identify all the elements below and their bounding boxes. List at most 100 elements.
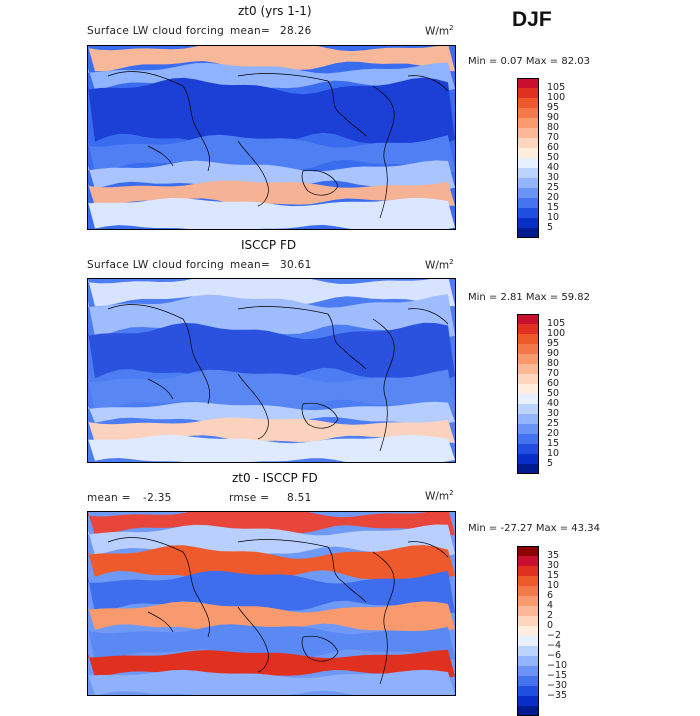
colorbar-swatch [517,706,539,716]
colorbar-tick-label: 40 [547,162,560,173]
colorbar-tick-label: 15 [547,570,560,581]
colorbar-swatch [517,414,539,424]
coastline [237,539,367,603]
colorbar-tick-label: 90 [547,112,560,123]
colorbar-swatch [517,118,539,128]
colorbar-swatch [517,138,539,148]
field-band [88,570,455,614]
panel-1-mean-label: mean= [230,25,271,37]
panel-3-mean-label: mean = [87,492,131,504]
panel-2-map [87,278,456,463]
coastline [107,71,211,172]
colorbar-swatch [517,596,539,606]
panel-2-units: W/m2 [425,258,454,272]
colorbar-swatch [517,354,539,364]
colorbar-swatch [517,188,539,198]
field-band [88,669,455,695]
panel-2-mean-label: mean= [230,259,271,271]
colorbar-tick-label: 60 [547,378,560,389]
colorbar-tick-label: 70 [547,132,560,143]
colorbar-tick-label: −2 [547,630,562,641]
field-band [88,601,455,635]
colorbar-swatch [517,98,539,108]
colorbar-swatch [517,434,539,444]
colorbar-swatch [517,464,539,474]
colorbar-swatch [517,556,539,566]
field-band [88,46,455,72]
panel-2-minmax: Min = 2.81 Max = 59.82 [468,292,590,303]
coastline [237,73,367,137]
field-band [88,512,455,536]
panel-2-colorbar: 105 100 95 90 80 70 60 50 40 30 25 20 15 10 5 [517,314,565,474]
coastline [147,378,174,400]
colorbar-swatch [517,218,539,228]
colorbar-swatch [517,686,539,696]
colorbar-swatch [517,88,539,98]
colorbar-tick-label: 35 [547,550,560,561]
panel-3-map [87,511,456,696]
colorbar-swatch [517,324,539,334]
coastline [407,541,449,558]
coastline [107,537,211,638]
panel-3-rmse-label: rmse = [229,492,270,504]
colorbar-tick-label: 40 [547,398,560,409]
panel-3-rmse-value: 8.51 [287,492,312,504]
field-band [88,134,455,173]
panel-3-colorbar: 35 30 15 10 6 4 2 0 −2 −4 −6 −10 −15 −30 −35 [517,546,567,716]
colorbar-swatch [517,228,539,238]
panel-1-map [87,45,456,230]
colorbar-tick-label: −15 [547,670,568,681]
colorbar-swatch [517,444,539,454]
colorbar-tick-label: 20 [547,428,560,439]
panel-2-title: ISCCP FD [241,238,297,252]
field-band [88,62,455,92]
colorbar-swatch [517,424,539,434]
coastline [372,551,395,685]
colorbar-tick-label: 95 [547,338,560,349]
panel-3-minmax: Min = -27.27 Max = 43.34 [468,523,600,534]
colorbar-tick-label: 80 [547,358,560,369]
coastline [301,402,339,429]
colorbar-swatch [517,168,539,178]
panel-1-field-label: Surface LW cloud forcing [87,25,225,37]
colorbar-swatch [517,666,539,676]
coastline [107,304,211,405]
field-band [88,322,455,385]
coastline [407,75,449,92]
colorbar-swatch [517,616,539,626]
colorbar-tick-label: 60 [547,142,560,153]
coastline [301,635,339,662]
colorbar-swatch [517,676,539,686]
colorbar-tick-label: 15 [547,202,560,213]
colorbar-tick-label: 20 [547,192,560,203]
field-band [88,369,455,413]
colorbar-swatch [517,148,539,158]
coastline [237,140,269,207]
colorbar-swatch [517,646,539,656]
field-band [88,524,455,558]
colorbar-tick-label: 4 [547,600,554,611]
colorbar-swatch [517,374,539,384]
colorbar-tick-label: 70 [547,368,560,379]
colorbar-tick-label: 105 [547,82,566,93]
coastline [372,85,395,219]
field-band [88,624,455,660]
colorbar-tick-label: 30 [547,560,560,571]
colorbar-swatch [517,128,539,138]
coastline [147,611,174,633]
colorbar-swatch [517,636,539,646]
colorbar-tick-label: 6 [547,590,554,601]
colorbar-swatch [517,586,539,596]
panel-2-map-field [88,279,455,462]
colorbar-tick-label: −35 [547,690,568,701]
colorbar-tick-label: 5 [547,458,554,469]
season-label: DJF [512,8,552,31]
panel-2-field-label: Surface LW cloud forcing [87,259,225,271]
coastline [237,606,269,673]
colorbar-tick-label: 105 [547,318,566,329]
panel-3-mean-value: -2.35 [143,492,172,504]
colorbar-tick-label: 5 [547,222,554,233]
colorbar-tick-label: 100 [547,92,566,103]
coastline [237,373,269,440]
colorbar-tick-label: 2 [547,610,554,621]
